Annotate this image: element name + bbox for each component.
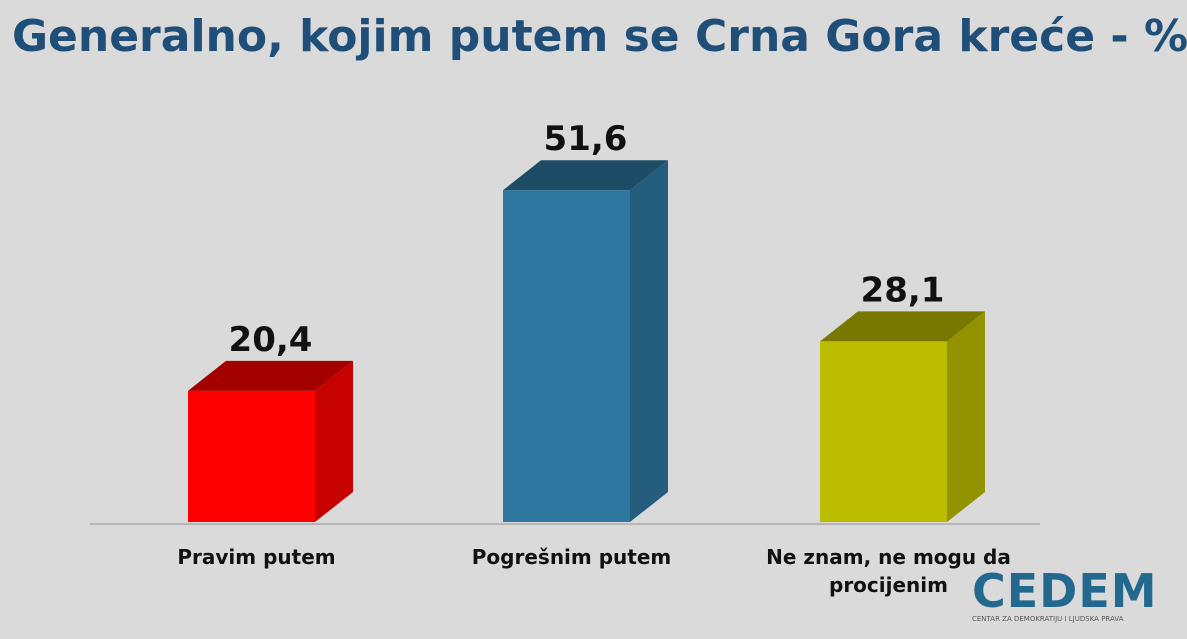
x-tick-label: Ne znam, ne mogu da procijenim: [766, 545, 1011, 597]
bar: [188, 390, 315, 522]
x-tick-label: Pravim putem: [177, 545, 336, 569]
bar-top: [820, 311, 985, 342]
bar-top: [503, 160, 668, 191]
value-label: 28,1: [861, 270, 945, 310]
bar-side: [630, 160, 668, 522]
bar: [503, 190, 630, 522]
value-label: 20,4: [229, 320, 313, 360]
logo: CEDEM CENTAR ZA DEMOKRATIJU I LJUDSKA PR…: [972, 568, 1172, 624]
bar-side: [947, 311, 985, 522]
value-label: 51,6: [544, 119, 628, 159]
x-tick-label: Pogrešnim putem: [471, 545, 672, 569]
bar-side: [315, 360, 353, 522]
bar: [820, 341, 947, 522]
logo-tagline: CENTAR ZA DEMOKRATIJU I LJUDSKA PRAVA: [972, 615, 1124, 623]
bar-top: [188, 360, 353, 391]
logo-name: CEDEM: [972, 564, 1158, 618]
chart-title: Generalno, kojim putem se Crna Gora kreć…: [11, 11, 1187, 62]
